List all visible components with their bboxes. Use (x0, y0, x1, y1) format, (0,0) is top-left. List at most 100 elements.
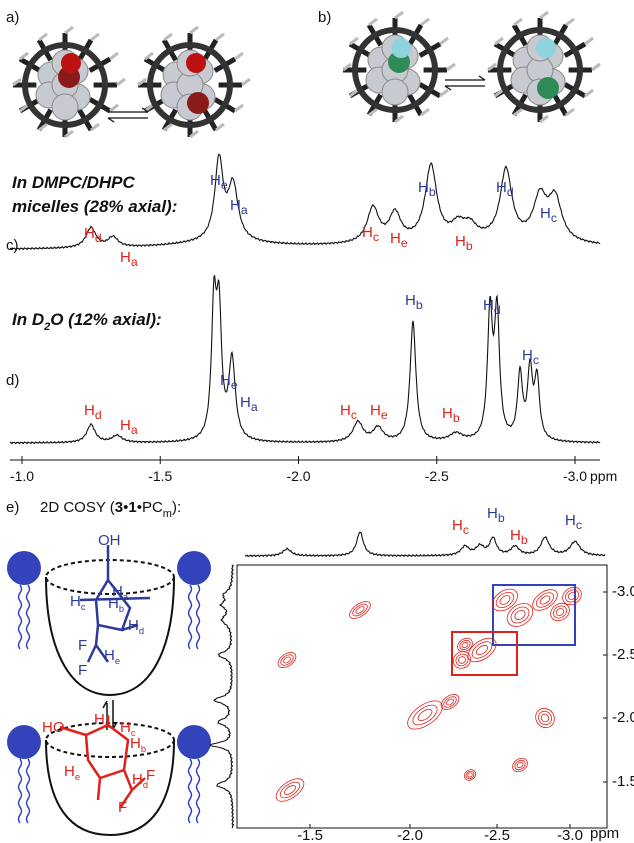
cavitand-diagrams (7, 545, 211, 837)
label-text: H (370, 402, 381, 419)
label-text: H (112, 583, 123, 600)
label-subscript: c (351, 408, 357, 422)
title-part: 2D COSY ( (40, 499, 115, 516)
label-text: H (362, 224, 373, 241)
bond (349, 88, 359, 98)
label-subscript: b (466, 239, 473, 253)
label-text: F (118, 799, 127, 816)
y-tick-label: -1.5 (612, 773, 634, 790)
atom (61, 53, 81, 73)
panel-label: e) (6, 499, 19, 516)
peak-label: He (390, 230, 408, 250)
bond (513, 17, 523, 27)
cross-peak-contour (562, 586, 582, 606)
bond (394, 114, 404, 124)
cross-peak-contour (461, 641, 469, 649)
peak-label: Ha (112, 583, 129, 602)
title-part: m (163, 508, 172, 520)
bond (109, 51, 119, 61)
x-tick-label: -3.0 (557, 827, 583, 843)
cross-peak-contour (440, 694, 460, 710)
label-text: H (496, 179, 507, 196)
bond (189, 25, 199, 35)
cosy-title: 2D COSY (3•1•PCm): (40, 499, 181, 520)
atom (537, 77, 559, 99)
peak-label: He (370, 402, 388, 422)
cross-peak-contour (412, 704, 438, 726)
x-axis-unit: ppm (590, 468, 617, 484)
peak-label: Hc (540, 205, 557, 225)
bond (439, 88, 449, 98)
label-subscript: d (507, 185, 514, 199)
cosy-top-trace (244, 531, 606, 558)
bond (584, 36, 594, 46)
bond (565, 107, 575, 117)
label-subscript: a (131, 255, 138, 269)
peak-label: Hc (70, 593, 86, 612)
label-subscript: b (141, 744, 146, 754)
title-part: 2 (43, 321, 50, 333)
peak-label: Hd (132, 771, 148, 790)
cross-peak-contour (443, 696, 457, 708)
spectra (9, 153, 601, 464)
label-text: H (220, 372, 231, 389)
peak-label: Hc (362, 224, 379, 244)
label-text: H (132, 771, 143, 788)
cross-peak-contour (550, 602, 570, 622)
label-subscript: e (115, 656, 120, 666)
label-subscript: c (576, 518, 582, 532)
label-subscript: a (123, 592, 129, 602)
ring (22, 42, 108, 128)
peak-label: HO (42, 719, 65, 736)
title-part: •PC (137, 499, 163, 516)
spectrum-title: In DMPC/DHPC (12, 173, 136, 192)
bond (12, 77, 22, 87)
bond (19, 103, 29, 113)
cross-peak-contour (407, 700, 443, 730)
label-text: H (510, 527, 521, 544)
bond (487, 62, 497, 72)
cross-peak-contour (280, 654, 294, 666)
label-subscript: c (533, 353, 539, 367)
label-text: H (84, 402, 95, 419)
bond (64, 129, 74, 139)
label-text: H (452, 517, 463, 534)
peak-label: Ha (230, 197, 248, 217)
atom (51, 93, 79, 121)
peak-label: Hb (108, 595, 124, 614)
label-subscript: b (453, 411, 460, 425)
peak-label: Ha (240, 394, 258, 414)
label-text: H (405, 292, 416, 309)
label-text: H (390, 230, 401, 247)
spectrum-title: micelles (28% axial): (12, 197, 177, 216)
label-text: F (78, 662, 87, 679)
peak-label: F (78, 662, 87, 679)
cross-peak-contour (555, 608, 565, 616)
peak-label: Hc (452, 517, 469, 537)
spectrum-d (9, 275, 601, 445)
bond (513, 107, 523, 117)
molecular-models (12, 10, 601, 139)
ring (147, 42, 233, 128)
equilibrium-arrows (444, 75, 486, 91)
bond (342, 62, 352, 72)
label-subscript: c (373, 230, 379, 244)
peak-label: He (64, 763, 80, 782)
bond (584, 88, 594, 98)
bond (234, 103, 244, 113)
label-subscript: d (95, 408, 102, 422)
peak-label: Hb (455, 233, 473, 253)
atom (381, 78, 409, 106)
cross-peak-contour (417, 708, 433, 722)
y-tick-label: -2.5 (612, 646, 634, 663)
x-tick-label: -2.0 (286, 468, 310, 484)
label-subscript: e (221, 178, 228, 192)
cross-peak-contour (457, 637, 473, 653)
title-part: In D (12, 310, 44, 329)
label-text: F (146, 767, 155, 784)
cross-peak-contour (349, 601, 371, 619)
bond (494, 36, 504, 46)
atom (536, 38, 556, 58)
cross-peak-contour (471, 641, 493, 659)
title-part: 3 (115, 499, 123, 516)
